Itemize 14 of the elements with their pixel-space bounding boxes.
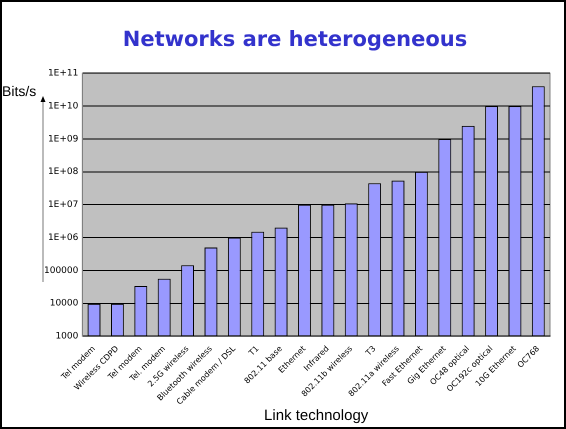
y-tick-label: 1E+08 (48, 167, 79, 178)
chart-title: Networks are heterogeneous (122, 27, 468, 52)
y-axis-title: Bits/s (2, 82, 36, 99)
y-tick-label: 1E+06 (48, 232, 79, 243)
y-tick-label: 1E+10 (48, 101, 79, 112)
y-tick-label: 1E+07 (48, 200, 78, 210)
y-tick-label: 1000 (55, 332, 79, 342)
x-tick-label: T3 (363, 344, 378, 358)
y-tick-label: 10000 (50, 298, 79, 309)
y-tick-label: 1E+11 (48, 68, 78, 79)
x-tick-label: T1 (246, 344, 261, 358)
x-axis-title: Link technology (264, 407, 369, 424)
y-tick-label: 1E+09 (48, 134, 79, 144)
y-tick-label: 100000 (44, 266, 79, 276)
